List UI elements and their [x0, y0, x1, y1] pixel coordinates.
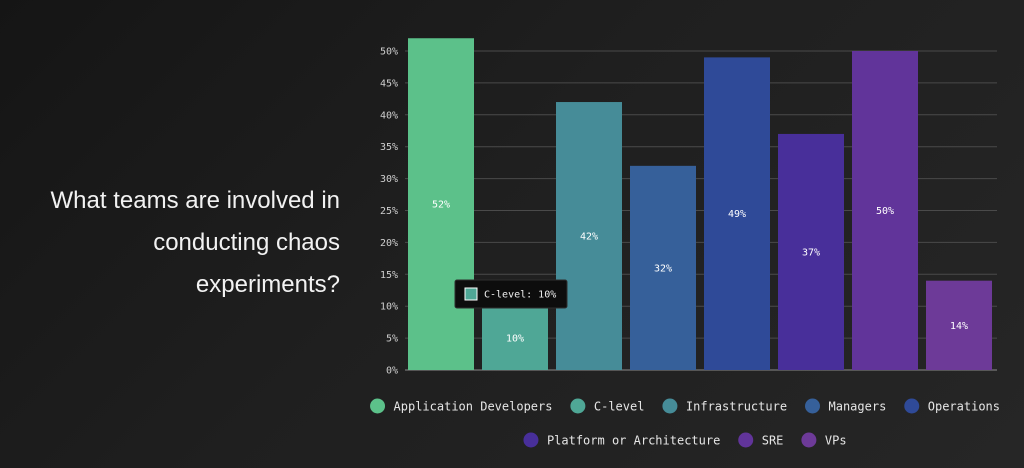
legend-swatch	[738, 432, 754, 448]
bar-value-label: 10%	[506, 334, 524, 345]
y-tick-label: 10%	[380, 302, 398, 313]
y-tick-label: 0%	[386, 366, 398, 377]
bar[interactable]	[926, 280, 992, 370]
legend-item[interactable]: Infrastructure	[662, 398, 787, 414]
y-tick-label: 40%	[380, 110, 398, 121]
bar[interactable]	[852, 51, 918, 370]
legend-label: Platform or Architecture	[547, 434, 720, 448]
legend-label: C-level	[594, 400, 645, 414]
bars: 52% 10% 42% 32% 49% 37% 50% 14%	[408, 38, 992, 371]
y-tick-label: 5%	[386, 334, 398, 345]
legend-item[interactable]: Managers	[805, 398, 887, 414]
y-tick-label: 15%	[380, 270, 398, 281]
tooltip-label: C-level: 10%	[484, 290, 556, 301]
y-tick-label: 20%	[380, 238, 398, 249]
question-line: experiments?	[195, 271, 340, 298]
bar[interactable]	[408, 38, 474, 371]
bar[interactable]	[482, 306, 548, 370]
bar[interactable]	[630, 165, 696, 370]
bar-value-label: 50%	[876, 206, 894, 217]
bar-value-label: 14%	[950, 321, 968, 332]
legend-swatch	[370, 398, 386, 414]
legend-item[interactable]: Operations	[904, 398, 1000, 414]
legend-label: Managers	[829, 400, 887, 414]
bar-value-label: 49%	[728, 209, 746, 220]
y-tick-label: 35%	[380, 142, 398, 153]
tooltip-swatch	[464, 287, 478, 301]
bar[interactable]	[778, 133, 844, 370]
bar-value-label: 32%	[654, 263, 672, 274]
legend-label: Application Developers	[394, 400, 553, 414]
legend-label: Operations	[928, 400, 1000, 414]
legend-label: VPs	[825, 434, 847, 448]
legend: Application Developers C-level Infrastruct…	[370, 398, 1000, 448]
legend-swatch	[801, 432, 817, 448]
legend-swatch	[662, 398, 678, 414]
y-axis: 0% 5% 10% 15% 20% 25% 30% 35% 40% 45% 50%	[380, 47, 398, 377]
y-tick-label: 45%	[380, 78, 398, 89]
bar-value-label: 42%	[580, 232, 598, 243]
legend-swatch	[523, 432, 539, 448]
chart-question: What teams are involved in conducting ch…	[10, 180, 340, 306]
bar[interactable]	[704, 57, 770, 370]
y-tick-label: 50%	[380, 47, 398, 58]
bar-value-label: 37%	[802, 247, 820, 258]
legend-swatch	[904, 398, 920, 414]
bar[interactable]	[556, 102, 622, 370]
y-tick-label: 30%	[380, 174, 398, 185]
legend-item[interactable]: C-level	[570, 398, 645, 414]
legend-item[interactable]: Platform or Architecture	[523, 432, 720, 448]
question-line: What teams are involved in	[50, 187, 340, 214]
legend-item[interactable]: VPs	[801, 432, 847, 448]
legend-swatch	[570, 398, 586, 414]
question-line: conducting chaos	[153, 229, 340, 256]
tooltip-box	[454, 279, 568, 309]
legend-label: Infrastructure	[686, 400, 787, 414]
tooltip: C-level: 10%	[454, 279, 568, 309]
y-tick-label: 25%	[380, 206, 398, 217]
legend-item[interactable]: SRE	[738, 432, 784, 448]
legend-swatch	[805, 398, 820, 414]
bar-value-label: 52%	[432, 200, 450, 211]
legend-item[interactable]: Application Developers	[370, 398, 553, 414]
legend-label: SRE	[762, 434, 784, 448]
